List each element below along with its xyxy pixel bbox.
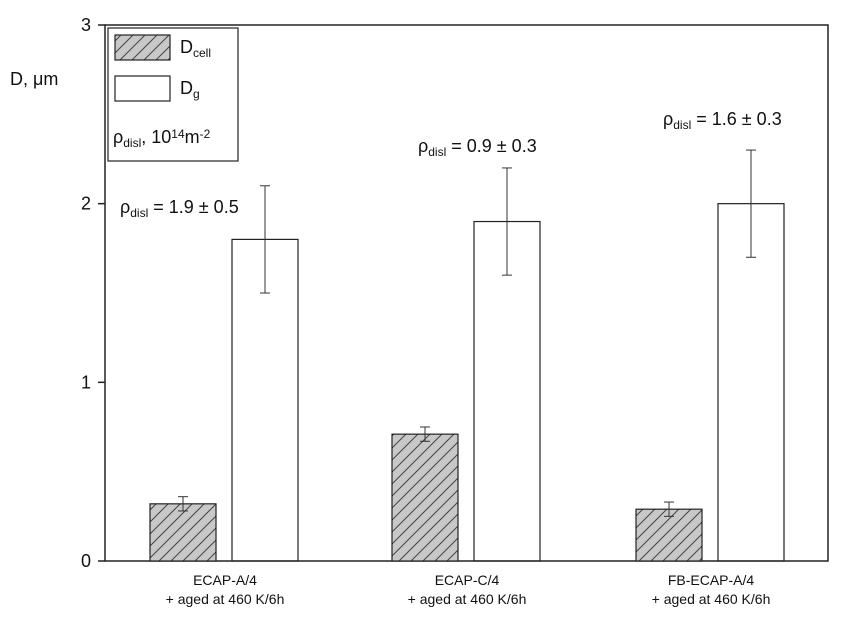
legend-swatch (114, 34, 171, 61)
y-tick-label: 3 (81, 15, 91, 35)
annotation-part: disl (673, 118, 691, 132)
x-tick-label: FB-ECAP-A/4 + aged at 460 K/6h (651, 572, 771, 607)
annotation-part: disl (428, 145, 446, 159)
annotation-part: disl (130, 206, 148, 220)
y-axis-label: D, μm (10, 69, 58, 89)
legend-note-part: , 10 (141, 127, 171, 147)
y-tick-label: 2 (81, 194, 91, 214)
annotation-part: = 1.6 ± 0.3 (691, 109, 781, 129)
legend-note-part: -2 (200, 127, 211, 141)
error-bar (746, 149, 756, 258)
annotation-part: = 0.9 ± 0.3 (446, 136, 536, 156)
x-tick-label-box: FB-ECAP-A/4 + aged at 460 K/6h (651, 572, 771, 607)
legend-note: ρdisl, 1014m-2 (113, 127, 211, 151)
legend-label-part: D (180, 78, 193, 98)
error-bar (178, 496, 188, 512)
annotation-part: ρ (120, 197, 130, 217)
plot-frame (104, 24, 829, 562)
legend-label-part: g (193, 87, 200, 101)
bar (391, 433, 459, 562)
y-tick-label: 0 (81, 551, 91, 571)
x-tick-label-box: ECAP-C/4 + aged at 460 K/6h (407, 572, 527, 607)
legend-swatch (114, 75, 171, 102)
annotation-part: ρ (418, 136, 428, 156)
x-tick-label: ECAP-A/4 + aged at 460 K/6h (165, 572, 285, 607)
bar (149, 503, 217, 562)
bar (635, 508, 703, 562)
error-bar (502, 167, 512, 276)
x-tick-label: ECAP-C/4 + aged at 460 K/6h (407, 572, 527, 607)
annotation-part: = 1.9 ± 0.5 (148, 197, 238, 217)
error-bar (664, 501, 674, 517)
legend-label: Dg (180, 78, 200, 101)
annotation: ρdisl = 0.9 ± 0.3 (418, 136, 537, 159)
legend-label-part: cell (193, 46, 211, 60)
legend-note-part: disl (123, 136, 141, 150)
legend-label: Dcell (180, 37, 211, 60)
legend-note-part: 14 (171, 127, 185, 141)
legend-label-part: D (180, 37, 193, 57)
annotation-part: ρ (663, 109, 673, 129)
y-tick-label: 1 (81, 372, 91, 392)
annotation: ρdisl = 1.9 ± 0.5 (120, 197, 239, 220)
legend-note-part: ρ (113, 127, 123, 147)
legend-note-part: m (185, 127, 200, 147)
annotation: ρdisl = 1.6 ± 0.3 (663, 109, 782, 132)
x-tick-label-box: ECAP-A/4 + aged at 460 K/6h (165, 572, 285, 607)
error-bar (260, 185, 270, 294)
error-bar (420, 426, 430, 442)
